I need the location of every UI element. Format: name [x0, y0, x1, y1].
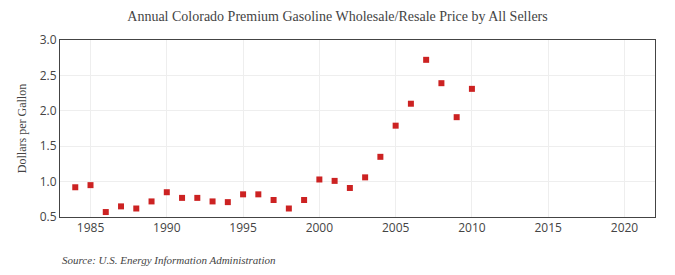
svg-text:2020: 2020	[611, 219, 639, 236]
svg-text:2015: 2015	[534, 219, 562, 236]
svg-text:1.5: 1.5	[40, 137, 57, 154]
svg-text:Annual Colorado Premium Gasoli: Annual Colorado Premium Gasoline Wholesa…	[127, 9, 547, 24]
svg-text:2010: 2010	[458, 219, 486, 236]
svg-text:1990: 1990	[153, 219, 181, 236]
svg-text:1985: 1985	[77, 219, 105, 236]
svg-text:Dollars per Gallon: Dollars per Gallon	[15, 84, 29, 173]
svg-text:3.0: 3.0	[40, 31, 57, 48]
svg-text:2.0: 2.0	[40, 102, 57, 119]
svg-text:0.5: 0.5	[40, 208, 57, 225]
svg-text:2.5: 2.5	[40, 67, 57, 84]
svg-text:2005: 2005	[382, 219, 410, 236]
svg-text:Source: U.S. Energy Informatio: Source: U.S. Energy Information Administ…	[62, 254, 276, 266]
svg-text:1995: 1995	[229, 219, 257, 236]
svg-text:2000: 2000	[306, 219, 334, 236]
svg-text:1.0: 1.0	[40, 173, 57, 190]
